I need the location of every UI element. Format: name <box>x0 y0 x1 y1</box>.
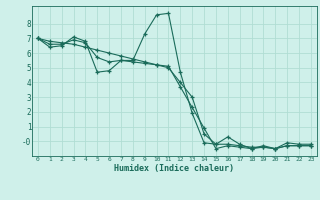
X-axis label: Humidex (Indice chaleur): Humidex (Indice chaleur) <box>115 164 234 173</box>
